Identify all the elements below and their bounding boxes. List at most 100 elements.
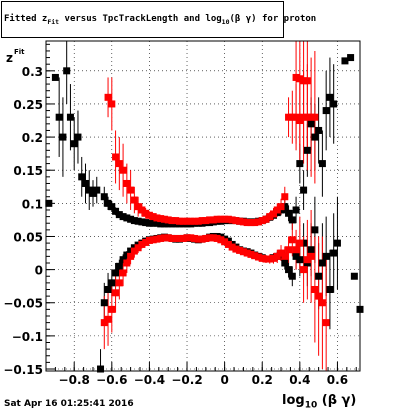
data-point-black bbox=[330, 249, 338, 257]
data-point-black bbox=[112, 269, 120, 277]
data-point-black bbox=[104, 199, 112, 207]
data-point-red bbox=[296, 239, 304, 247]
data-point-red bbox=[179, 234, 187, 242]
axes: −0.8 −0.6 −0.4 −0.2 0 0.2 0.4 0.6 −0.15 −0.1 −0.05… bbox=[3, 43, 357, 387]
data-point-red bbox=[191, 234, 199, 242]
data-point-red bbox=[311, 285, 319, 293]
data-point-red bbox=[138, 206, 146, 214]
data-point-red bbox=[262, 255, 270, 263]
data-point-red bbox=[221, 215, 229, 223]
data-point-red bbox=[254, 253, 262, 261]
data-point-red bbox=[258, 217, 266, 225]
data-point-red bbox=[164, 234, 172, 242]
data-point-black bbox=[326, 93, 334, 101]
data-point-red bbox=[273, 252, 281, 260]
x-tick-label: −0.6 bbox=[96, 373, 127, 387]
data-point-red bbox=[202, 234, 210, 242]
data-point-red bbox=[239, 218, 247, 226]
data-point-red bbox=[300, 266, 308, 274]
data-point-black bbox=[296, 256, 304, 264]
data-point-red bbox=[217, 236, 225, 244]
data-point-red bbox=[292, 73, 300, 81]
data-point-red bbox=[315, 292, 323, 300]
data-point-red bbox=[292, 113, 300, 121]
data-point-red bbox=[266, 213, 274, 221]
data-point-red bbox=[160, 234, 168, 242]
y-tick-label: 0.15 bbox=[13, 164, 43, 178]
data-point-black bbox=[115, 262, 123, 270]
data-point-black bbox=[123, 251, 131, 259]
data-point-black bbox=[322, 107, 330, 115]
data-point-red bbox=[221, 238, 229, 246]
x-axis-title-tail: (β γ) bbox=[321, 393, 357, 408]
data-point-red bbox=[273, 206, 281, 214]
data-point-black bbox=[81, 179, 89, 187]
data-point-red bbox=[251, 219, 259, 227]
data-point-red bbox=[164, 216, 172, 224]
data-point-black bbox=[330, 100, 338, 108]
data-point-black bbox=[145, 219, 153, 227]
data-point-black bbox=[85, 186, 93, 194]
data-point-red bbox=[187, 217, 195, 225]
data-point-red bbox=[134, 203, 142, 211]
data-point-red bbox=[243, 219, 251, 227]
data-point-red bbox=[243, 249, 251, 257]
data-point-red bbox=[191, 217, 199, 225]
data-point-red bbox=[303, 113, 311, 121]
x-tick-label: 0 bbox=[220, 373, 228, 387]
data-point-red bbox=[194, 235, 202, 243]
data-point-red bbox=[187, 234, 195, 242]
data-point-red bbox=[296, 117, 304, 125]
y-axis-label-sub: Fit bbox=[14, 48, 25, 56]
x-axis-title-main: log bbox=[282, 393, 305, 408]
data-point-black bbox=[70, 140, 78, 148]
data-point-red bbox=[300, 77, 308, 85]
data-point-red bbox=[236, 246, 244, 254]
x-tick-label: −0.8 bbox=[59, 373, 90, 387]
data-point-red bbox=[307, 113, 315, 121]
data-point-red bbox=[175, 217, 183, 225]
data-point-black bbox=[127, 247, 135, 255]
data-point-red bbox=[130, 196, 138, 204]
data-point-red bbox=[318, 299, 326, 307]
data-point-black bbox=[130, 217, 138, 225]
data-point-red bbox=[209, 216, 217, 224]
data-point-red bbox=[149, 236, 157, 244]
data-point-black bbox=[112, 207, 120, 215]
data-point-red bbox=[300, 113, 308, 121]
data-point-red bbox=[153, 214, 161, 222]
data-point-black bbox=[318, 160, 326, 168]
data-point-black bbox=[51, 73, 59, 81]
data-point-red bbox=[172, 217, 180, 225]
data-point-red bbox=[217, 215, 225, 223]
data-point-red bbox=[247, 250, 255, 258]
data-point-red bbox=[104, 315, 112, 323]
data-point-black bbox=[311, 133, 319, 141]
data-point-black bbox=[104, 285, 112, 293]
data-point-black bbox=[153, 219, 161, 227]
data-point-red bbox=[270, 210, 278, 218]
data-point-red bbox=[307, 252, 315, 260]
data-point-red bbox=[145, 211, 153, 219]
data-point-black bbox=[160, 220, 168, 228]
data-point-red bbox=[104, 93, 112, 101]
title-part-c: (β γ) for proton bbox=[229, 13, 317, 24]
title-part-a: Fitted z bbox=[4, 13, 48, 24]
title-part-a-sub: Fit bbox=[47, 17, 60, 26]
data-point-red bbox=[202, 217, 210, 225]
y-tick-label: 0.2 bbox=[22, 131, 43, 145]
data-point-black bbox=[347, 54, 355, 62]
plot-frame bbox=[45, 40, 361, 372]
data-point-red bbox=[311, 113, 319, 121]
data-point-black bbox=[318, 259, 326, 267]
data-point-red bbox=[100, 319, 108, 327]
data-point-red bbox=[115, 279, 123, 287]
data-point-red bbox=[224, 240, 232, 248]
data-point-red bbox=[209, 234, 217, 242]
data-point-black bbox=[142, 219, 150, 227]
data-point-red bbox=[123, 179, 131, 187]
data-point-red bbox=[134, 244, 142, 252]
data-point-black bbox=[292, 252, 300, 260]
data-point-black bbox=[119, 213, 127, 221]
